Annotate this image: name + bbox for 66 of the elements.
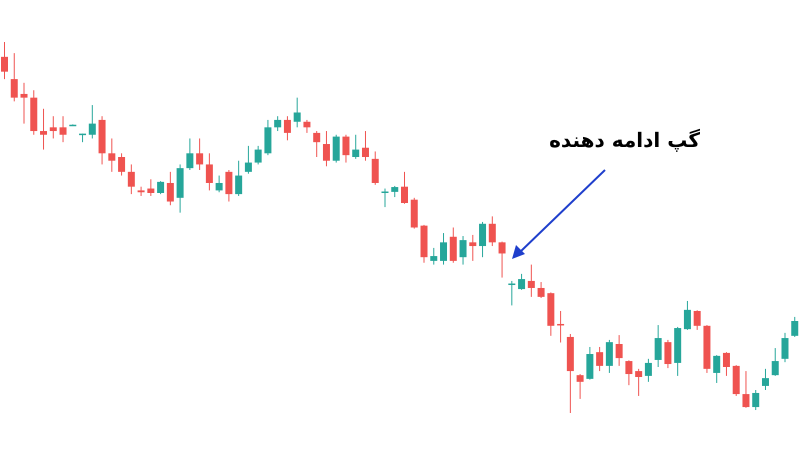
candlestick [216, 175, 223, 193]
candlestick [576, 374, 584, 400]
candlestick [294, 97, 301, 128]
candlestick [498, 241, 506, 278]
candlestick [479, 221, 486, 258]
candlestick [557, 310, 564, 344]
candlestick [401, 171, 408, 204]
candlestick [20, 82, 28, 124]
candlestick [206, 152, 213, 191]
candlestick [186, 138, 194, 170]
candlestick [60, 116, 67, 143]
candlestick [606, 339, 613, 374]
candlestick [772, 348, 779, 376]
candlestick [40, 108, 48, 150]
candlestick [313, 130, 320, 158]
candlestick [284, 116, 291, 141]
candlestick [644, 358, 652, 382]
candlestick [654, 324, 662, 368]
candlestick [635, 368, 642, 396]
candlestick [742, 370, 750, 408]
candlestick [157, 180, 164, 195]
candlestick [469, 234, 476, 262]
candlestick [752, 390, 760, 411]
candlestick [10, 52, 18, 102]
candlestick [596, 346, 604, 372]
candlestick [528, 264, 535, 298]
candlestick [1, 42, 8, 80]
candlestick [460, 236, 467, 266]
candlestick [440, 232, 448, 266]
candlestick [147, 178, 154, 196]
candlestick [391, 185, 398, 198]
candlestick [781, 332, 788, 363]
candlestick [664, 339, 672, 369]
candlestick [362, 130, 369, 162]
candlestick [274, 116, 282, 132]
candlestick [381, 188, 388, 208]
candlestick [722, 352, 730, 376]
candlestick [322, 130, 330, 167]
candlestick [88, 104, 96, 139]
candlestick [713, 354, 720, 384]
candlestick [488, 216, 496, 247]
candlestick [684, 300, 691, 330]
candlestick [518, 273, 526, 290]
annotation: گپ ادامه دهنده [548, 128, 700, 152]
candlestick [538, 282, 545, 298]
candlestick [128, 164, 135, 195]
candlestick [166, 171, 174, 206]
candlestick [108, 138, 116, 172]
candlestick [244, 145, 252, 174]
candlestick [342, 134, 350, 164]
candlestick [352, 134, 360, 160]
candlestick [235, 160, 242, 196]
candlestick [196, 138, 204, 170]
candlestick [303, 119, 310, 134]
candlestick [625, 360, 632, 386]
candlestick [225, 169, 232, 202]
candlestick [694, 310, 701, 330]
candlestick [118, 152, 126, 176]
candlestick [762, 368, 769, 390]
candlestick [430, 247, 438, 266]
candlestick [138, 186, 145, 196]
candlestick [616, 334, 623, 366]
candlestick [50, 116, 57, 139]
candlestick [791, 316, 798, 338]
candlestick [508, 280, 516, 306]
candlestick [254, 145, 262, 165]
